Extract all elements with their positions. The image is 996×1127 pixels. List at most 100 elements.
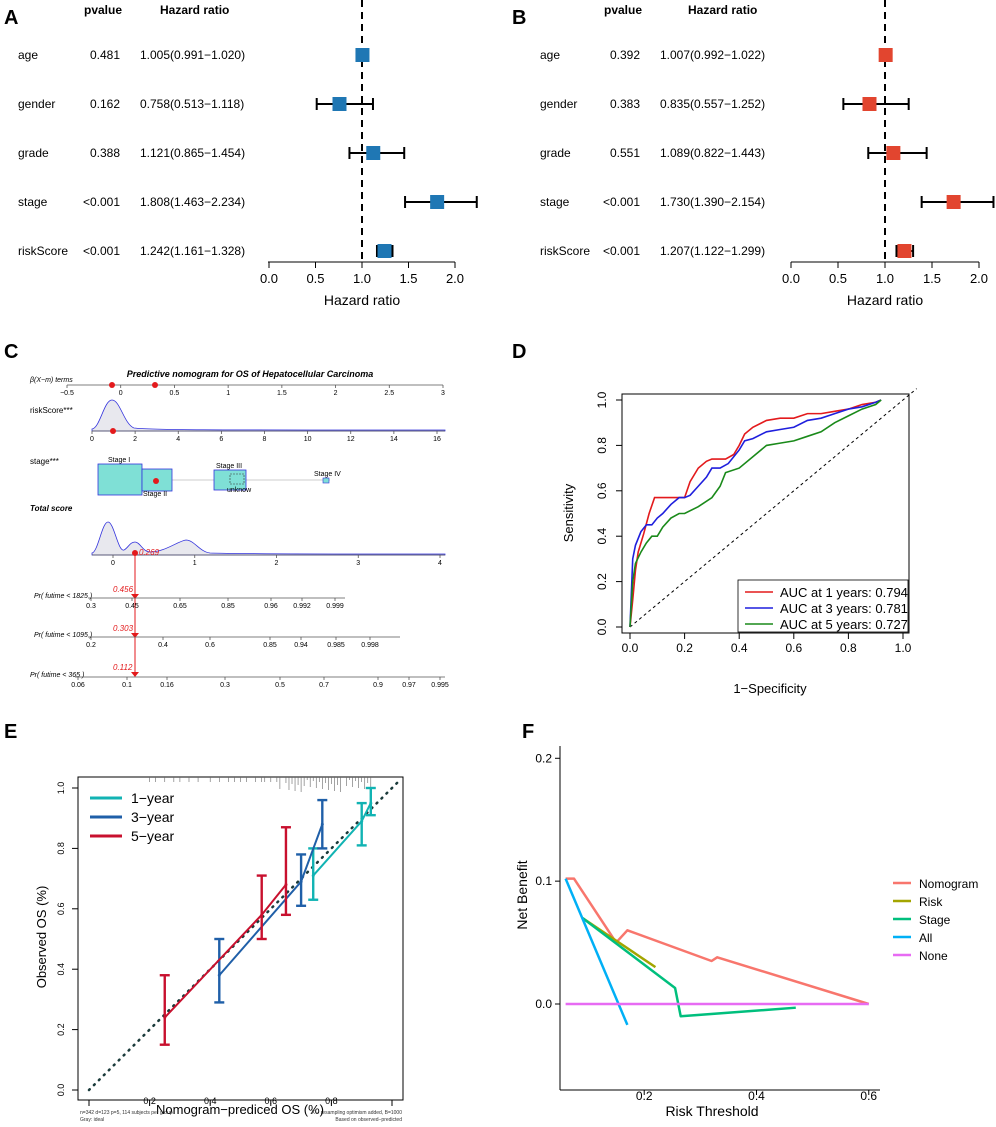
fb-row-hr: 1.007(0.992−1.022) xyxy=(660,48,765,62)
calibration-point xyxy=(311,874,315,878)
nomogram-pr3-tick-label: 0.5 xyxy=(275,682,285,689)
panel-letter-f: F xyxy=(522,721,534,743)
forest-a-ticks: 0.0 0.5 1.0 1.5 2.0 xyxy=(260,262,464,286)
fa-row-label: grade xyxy=(18,146,49,160)
roc-curve-2 xyxy=(629,399,882,628)
forest-a-pvalue-header: pvalue xyxy=(84,3,122,17)
forest-b-ticks: 0.0 0.5 1.0 1.5 2.0 xyxy=(782,262,988,286)
nomogram-pr1-tick-label: 0.85 xyxy=(221,603,235,610)
roc-legend-label: AUC at 3 years: 0.781 xyxy=(780,601,908,616)
panel-e: E 0.0 0.2 0.2 0.4 0.4 0.6 0.6 0.8 0.8 1.0 1−year 3… xyxy=(4,721,404,1123)
dca-legend-label: Risk xyxy=(919,895,943,909)
nomogram-total-tick-label: 0 xyxy=(111,560,115,567)
roc-reference-diagonal xyxy=(629,388,917,628)
nomogram-pr3-tick-label: 0.97 xyxy=(402,682,416,689)
roc-y-tick-label: 0.0 xyxy=(595,618,609,635)
calibration-x-tick-label: 0.8 xyxy=(325,1096,338,1106)
calibration-point xyxy=(163,1016,167,1020)
dca-legend-label: None xyxy=(919,949,948,963)
calibration-x-tick-label: 0.2 xyxy=(143,1096,156,1106)
nomogram-beta-tick-label: 3 xyxy=(441,390,445,397)
nomogram-pr1-tick-label: 0.3 xyxy=(86,603,96,610)
roc-x-tick-label: 0.0 xyxy=(622,641,639,655)
fa-row-pvalue: <0.001 xyxy=(83,244,120,258)
dca-curve-all xyxy=(564,878,629,1026)
nomogram-total-label: Total score xyxy=(30,504,73,513)
fa-row-hr: 1.808(1.463−2.234) xyxy=(140,195,245,209)
calibration-ticks: 0.0 0.2 0.2 0.4 0.4 0.6 0.6 0.8 0.8 1.0 xyxy=(56,782,393,1106)
roc-x-tick-label: 0.8 xyxy=(840,641,857,655)
forest-a-rows: age 0.481 1.005(0.991−1.020) gender 0.162 0.7… xyxy=(18,48,245,258)
panel-a: A pvalue Hazard ratio age 0.481 1.005(0.99… xyxy=(4,0,478,308)
roc-legend-label: AUC at 5 years: 0.727 xyxy=(780,617,908,632)
nomogram-risk-ticks: 0 2 4 6 8 10 12 14 16 xyxy=(90,431,441,443)
fb-row-label: age xyxy=(540,48,560,62)
dca-x-tick-label: 0.6 xyxy=(860,1089,877,1103)
fa-row-hr: 1.005(0.991−1.020) xyxy=(140,48,245,62)
forest-a-marks xyxy=(315,48,478,258)
fb-tick-label: 1.5 xyxy=(923,271,941,286)
dca-y-tick-label: 0.2 xyxy=(535,751,552,765)
calibration-point xyxy=(360,819,364,823)
dca-curve-stage xyxy=(581,917,796,1018)
nomogram-stage-label: stage*** xyxy=(30,457,59,466)
calibration-y-tick-label: 0.2 xyxy=(56,1023,66,1036)
roc-x-tick-label: 1.0 xyxy=(895,641,912,655)
nomogram-total-ticks: 0 1 2 3 4 xyxy=(111,555,442,567)
fa-hr-point xyxy=(355,48,370,62)
fa-hr-point xyxy=(377,244,392,258)
fb-row-hr: 1.207(1.122−1.299) xyxy=(660,244,765,258)
fa-row-label: stage xyxy=(18,195,48,209)
roc-x-label: 1−Specificity xyxy=(733,681,807,696)
calibration-y-tick-label: 0.8 xyxy=(56,842,66,855)
fa-row-pvalue: <0.001 xyxy=(83,195,120,209)
calibration-x-label: Nomogram−prediced OS (%) xyxy=(156,1102,324,1117)
nomogram-beta-tick-label: −0.5 xyxy=(60,390,74,397)
forest-a-x-label: Hazard ratio xyxy=(324,292,400,308)
calibration-x-tick-label: 0.4 xyxy=(204,1096,217,1106)
nomogram-total-value: 0.269 xyxy=(139,548,160,557)
nomogram-pr1-arrow xyxy=(131,594,139,599)
calibration-y-tick-label: 1.0 xyxy=(56,782,66,795)
dca-series xyxy=(564,877,870,1026)
fb-hr-point xyxy=(862,97,877,111)
dca-curve-nomogram xyxy=(565,877,870,1006)
panel-d: D 0.0 0.0 0.2 0.2 0.4 0.4 0.6 0.6 0.8 0.8 1.0 1.0 A… xyxy=(512,341,917,696)
roc-y-tick-label: 0.4 xyxy=(595,528,609,545)
nomogram-risk-tick-label: 6 xyxy=(219,436,223,443)
nomogram-pr3-tick-label: 0.9 xyxy=(373,682,383,689)
nomogram-stage-name-unknow: unknow xyxy=(227,487,252,494)
nomogram-risk-tick-label: 0 xyxy=(90,436,94,443)
roc-curve-3 xyxy=(629,399,882,628)
nomogram-pr2-tick-label: 0.94 xyxy=(294,642,308,649)
nomogram-pr1-tick-label: 0.999 xyxy=(326,603,344,610)
fb-row-pvalue: <0.001 xyxy=(603,244,640,258)
nomogram-risk-tick-label: 8 xyxy=(263,436,267,443)
nomogram-pr3-tick-label: 0.16 xyxy=(160,682,174,689)
calibration-legend-label: 3−year xyxy=(131,809,175,825)
nomogram-beta-tick-label: 0.5 xyxy=(170,390,180,397)
fa-hr-point xyxy=(332,97,347,111)
nomogram-pr2-tick-label: 0.85 xyxy=(263,642,277,649)
calibration-line-3 xyxy=(164,884,287,1019)
fa-tick-label: 2.0 xyxy=(446,271,464,286)
fb-hr-point xyxy=(886,146,901,160)
nomogram-pr3-ticks: 0.06 0.1 0.16 0.3 0.5 0.7 0.9 0.97 0.995 xyxy=(71,677,449,689)
calibration-series xyxy=(159,786,376,1046)
calibration-point xyxy=(320,822,324,826)
calibration-foot-left-1: n=342 d=123 p=5, 114 subjects per group xyxy=(80,1110,173,1116)
nomogram-pr3-tick-label: 0.7 xyxy=(319,682,329,689)
panel-letter-b: B xyxy=(512,7,526,29)
fa-hr-point xyxy=(366,146,381,160)
fa-row-pvalue: 0.388 xyxy=(90,146,120,160)
fa-row-label: age xyxy=(18,48,38,62)
panel-b: B pvalue Hazard ratio age 0.392 1.007(0.99… xyxy=(512,0,995,308)
dca-x-tick-label: 0.4 xyxy=(748,1089,765,1103)
fb-row-hr: 1.730(1.390−2.154) xyxy=(660,195,765,209)
nomogram-pr2-tick-label: 0.2 xyxy=(86,642,96,649)
nomogram-pr2-tick-label: 0.4 xyxy=(158,642,168,649)
roc-x-tick-label: 0.4 xyxy=(731,641,748,655)
fb-tick-label: 0.5 xyxy=(829,271,847,286)
